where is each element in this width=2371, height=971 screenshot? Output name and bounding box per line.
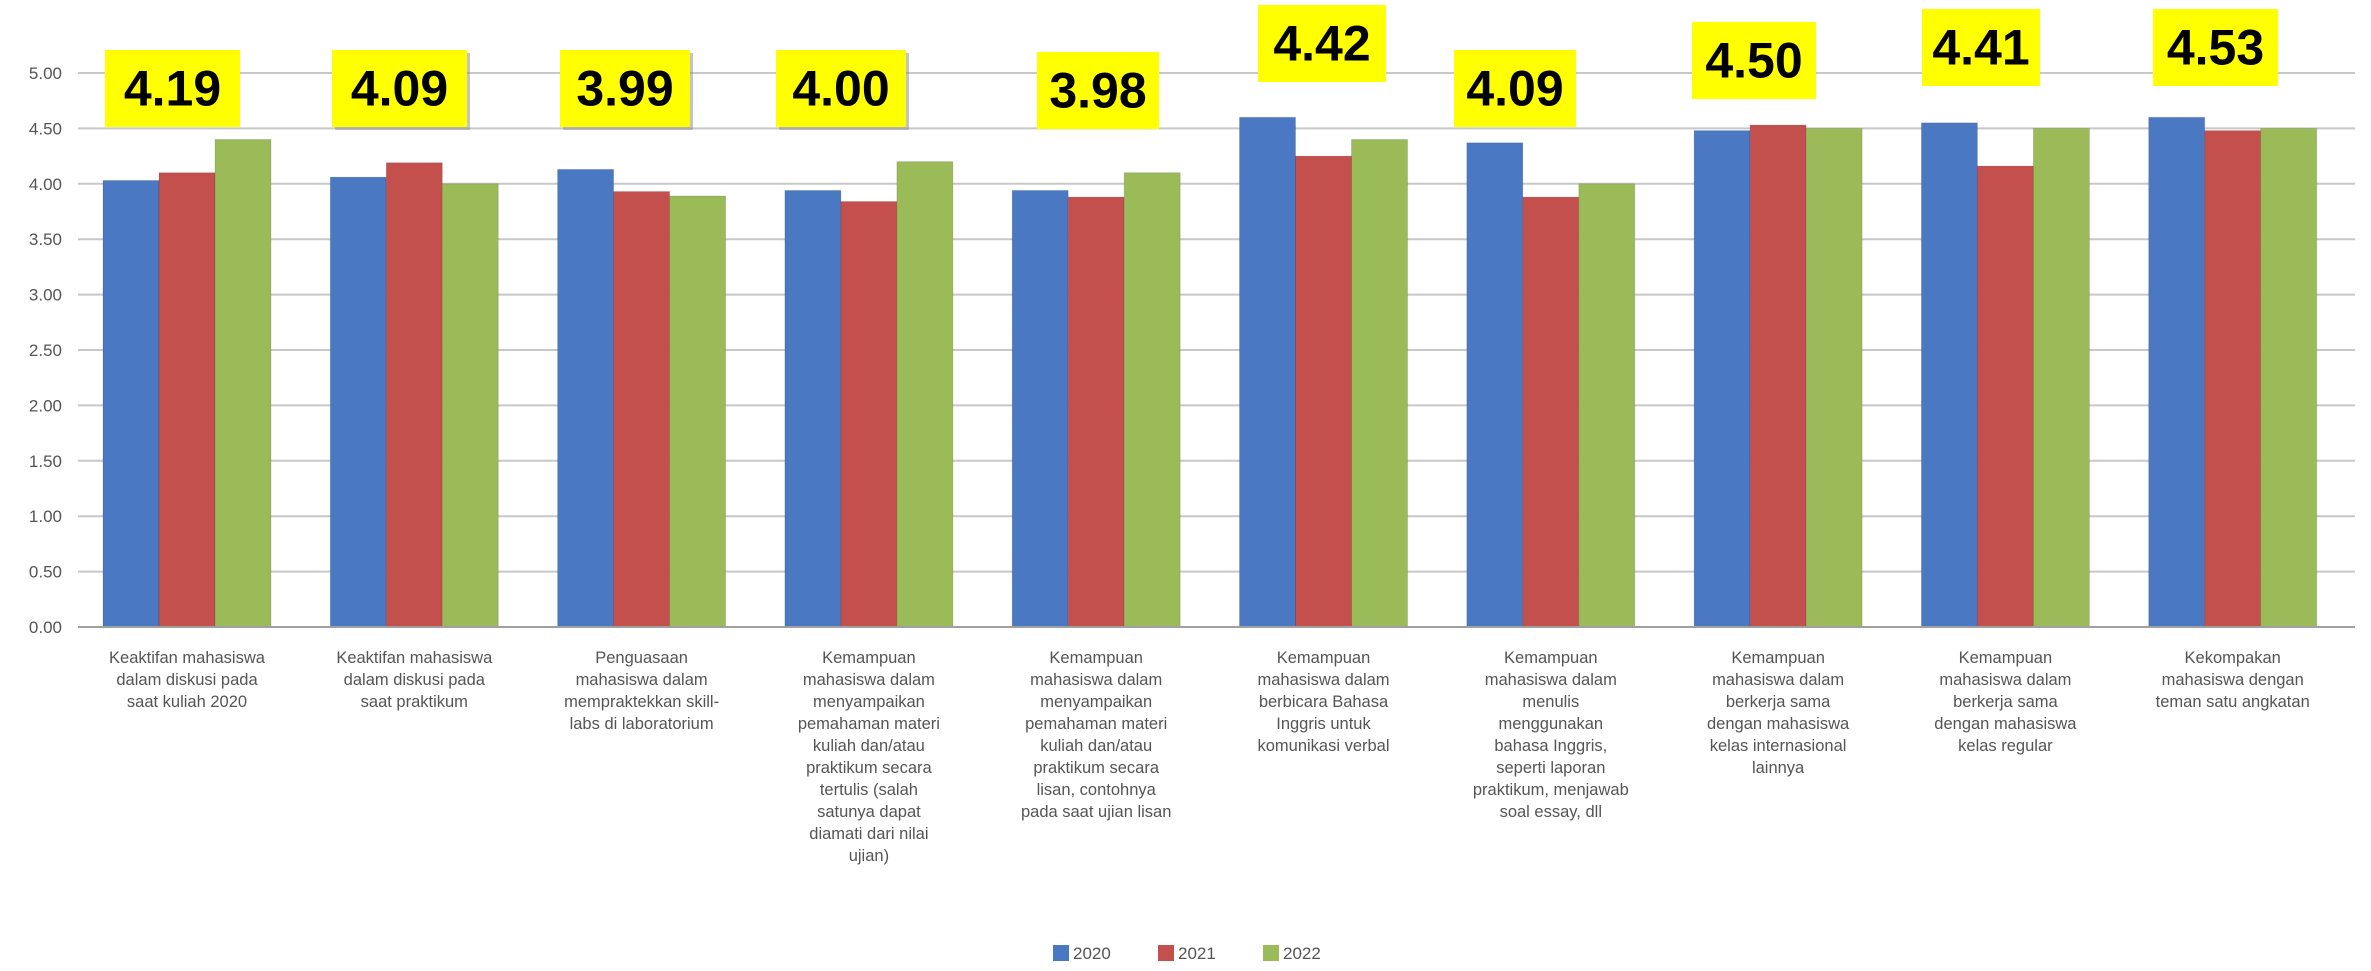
annotation-box: 4.41 bbox=[1922, 9, 2040, 86]
bar-2021-9 bbox=[1976, 165, 2034, 628]
bar-2020-4 bbox=[784, 189, 842, 628]
annotation-box: 4.50 bbox=[1692, 22, 1816, 99]
legend-label: 2020 bbox=[1073, 944, 1111, 963]
legend-label: 2021 bbox=[1178, 944, 1216, 963]
annotation-box: 4.53 bbox=[2153, 9, 2278, 86]
bar-2021-8 bbox=[1749, 124, 1807, 628]
bar-2020-3 bbox=[557, 168, 615, 628]
category-label: Kemampuan mahasiswa dalam berbicara Bahasa… bbox=[1257, 649, 1389, 755]
annotation-value: 4.42 bbox=[1273, 16, 1370, 72]
bar-2020-6 bbox=[1239, 116, 1296, 628]
x-axis-category-labels: Keaktifan mahasiswa dalam diskusi pada saa… bbox=[109, 649, 2310, 865]
bar-2022-1 bbox=[214, 138, 272, 628]
bar-2021-4 bbox=[840, 201, 898, 628]
bar-2020-8 bbox=[1693, 130, 1751, 628]
legend-item-2022: 2022 bbox=[1263, 944, 1321, 963]
annotation-value: 3.99 bbox=[576, 61, 673, 117]
legend-item-2020: 2020 bbox=[1053, 944, 1111, 963]
y-tick-label: 0.00 bbox=[29, 618, 62, 637]
y-tick-label: 3.50 bbox=[29, 230, 62, 249]
bar-2020-1 bbox=[102, 179, 160, 628]
category-label: Kekompakan mahasiswa dengan teman satu ang… bbox=[2156, 649, 2310, 711]
annotation-value: 4.00 bbox=[792, 61, 889, 117]
category-label: Keaktifan mahasiswa dalam diskusi pada saa… bbox=[109, 649, 266, 711]
bar-2021-10 bbox=[2204, 130, 2262, 628]
category-label: Keaktifan mahasiswa dalam diskusi pada saa… bbox=[336, 649, 493, 711]
legend-swatch bbox=[1053, 945, 1069, 961]
y-tick-label: 4.00 bbox=[29, 175, 62, 194]
y-tick-label: 1.00 bbox=[29, 507, 62, 526]
bar-2020-10 bbox=[2148, 116, 2206, 628]
bar-2022-8 bbox=[1805, 127, 1863, 628]
annotation-box: 3.99 bbox=[560, 50, 693, 130]
bar-2021-5 bbox=[1067, 196, 1125, 628]
bar-2020-2 bbox=[329, 176, 387, 628]
bar-2020-5 bbox=[1011, 189, 1069, 628]
bar-2021-1 bbox=[158, 172, 216, 628]
category-label: Kemampuan mahasiswa dalam menulis menggunak… bbox=[1473, 649, 1629, 821]
bars bbox=[102, 116, 2318, 628]
annotation-value: 4.53 bbox=[2167, 20, 2264, 76]
bar-2022-2 bbox=[441, 183, 499, 628]
y-tick-label: 3.00 bbox=[29, 286, 62, 305]
annotation-value: 4.19 bbox=[124, 61, 221, 117]
legend-item-2021: 2021 bbox=[1158, 944, 1216, 963]
annotation-boxes: 4.19 4.09 3.99 4.00 3.98 4.42 4.09 4.50 4.41 4.53 bbox=[105, 5, 2278, 130]
category-label: Penguasaan mahasiswa dalam mempraktekkan s… bbox=[564, 649, 719, 733]
annotation-value: 4.09 bbox=[351, 61, 448, 117]
legend: 2020 2021 2022 bbox=[1053, 944, 1321, 963]
y-tick-label: 2.00 bbox=[29, 396, 62, 415]
y-tick-label: 4.50 bbox=[29, 119, 62, 138]
legend-label: 2022 bbox=[1283, 944, 1321, 963]
annotation-box: 3.98 bbox=[1037, 52, 1159, 129]
bar-2022-3 bbox=[669, 195, 727, 628]
bar-2020-7 bbox=[1466, 142, 1524, 628]
y-tick-label: 2.50 bbox=[29, 341, 62, 360]
annotation-box: 4.19 bbox=[105, 50, 240, 127]
category-label: Kemampuan mahasiswa dalam menyampaikan pema… bbox=[798, 649, 940, 865]
annotation-box: 4.00 bbox=[776, 50, 909, 130]
y-tick-label: 0.50 bbox=[29, 563, 62, 582]
bar-2022-4 bbox=[896, 161, 954, 628]
annotation-value: 4.41 bbox=[1932, 20, 2029, 76]
category-label: Kemampuan mahasiswa dalam menyampaikan pema… bbox=[1021, 649, 1171, 821]
annotation-value: 3.98 bbox=[1049, 63, 1146, 119]
bar-2021-3 bbox=[613, 191, 671, 628]
annotation-box: 4.42 bbox=[1258, 5, 1386, 82]
bar-2022-9 bbox=[2032, 127, 2090, 628]
category-label: Kemampuan mahasiswa dalam berkerja sama den… bbox=[1707, 649, 1850, 777]
bar-2021-6 bbox=[1295, 155, 1352, 628]
bar-2022-5 bbox=[1123, 172, 1181, 628]
legend-swatch bbox=[1263, 945, 1279, 961]
legend-swatch bbox=[1158, 945, 1174, 961]
bar-2021-2 bbox=[385, 162, 443, 628]
y-tick-label: 5.00 bbox=[29, 64, 62, 83]
annotation-box: 4.09 bbox=[1454, 50, 1576, 127]
category-label: Kemampuan mahasiswa dalam berkerja sama den… bbox=[1934, 649, 2077, 755]
bar-2022-7 bbox=[1578, 183, 1636, 628]
bar-2021-7 bbox=[1522, 196, 1580, 628]
annotation-value: 4.09 bbox=[1466, 61, 1563, 117]
annotation-value: 4.50 bbox=[1705, 33, 1802, 89]
bar-2022-10 bbox=[2260, 127, 2318, 628]
bar-2020-9 bbox=[1920, 122, 1978, 628]
bar-2022-6 bbox=[1351, 138, 1408, 628]
annotation-box: 4.09 bbox=[332, 50, 470, 130]
y-tick-label: 1.50 bbox=[29, 452, 62, 471]
y-axis-ticks: 0.00 0.50 1.00 1.50 2.00 2.50 3.00 3.50 4.00 4.50… bbox=[29, 64, 62, 637]
